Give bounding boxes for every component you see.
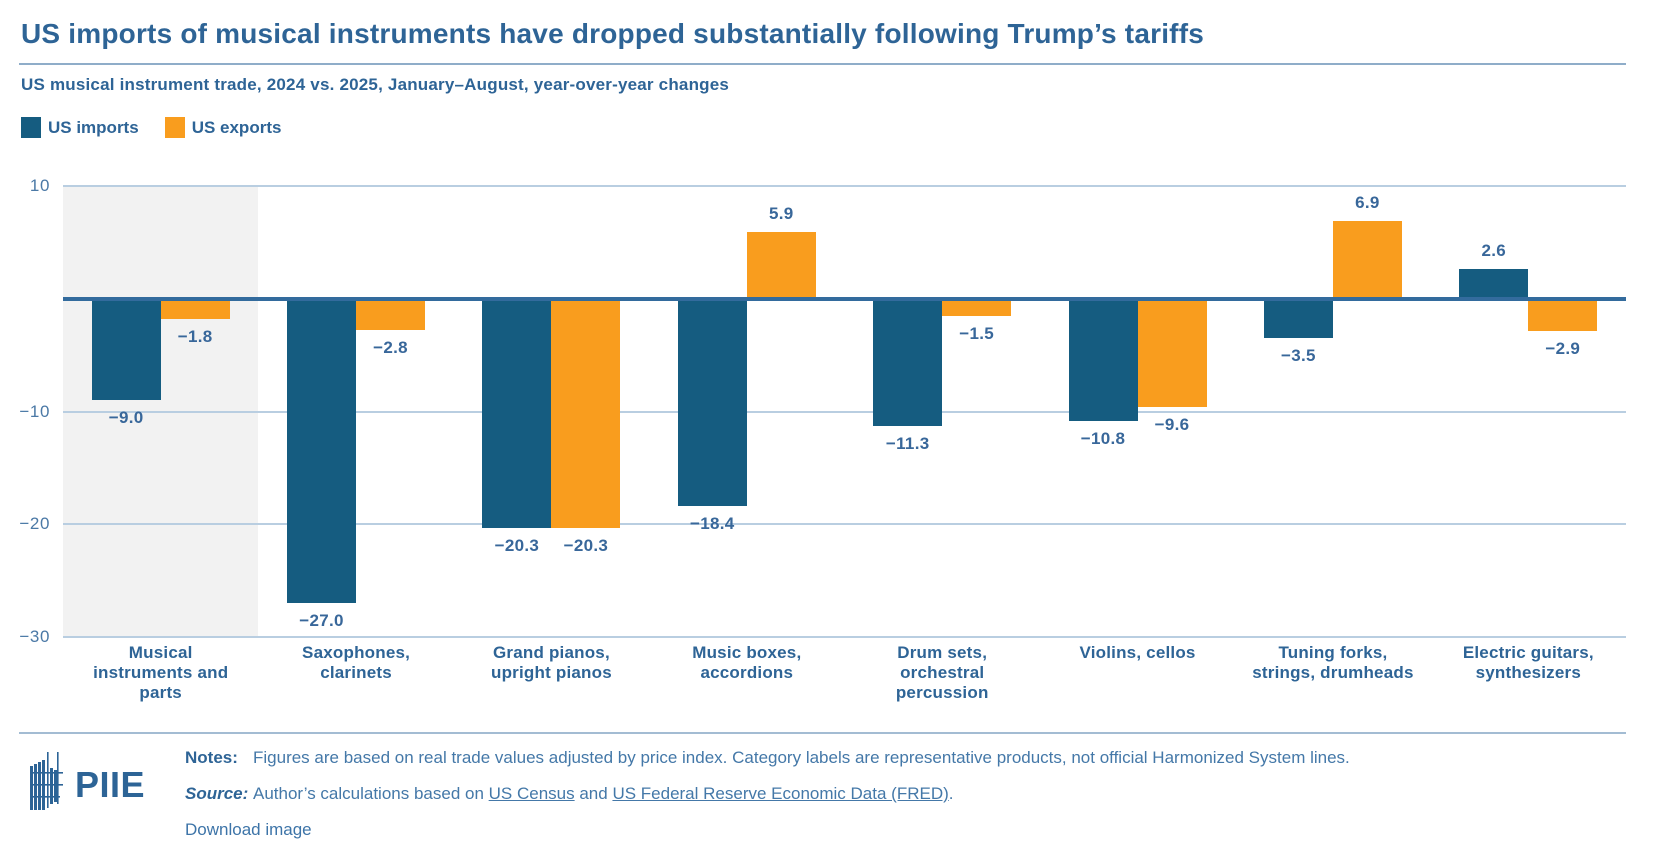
legend-label-imports: US imports: [48, 117, 139, 137]
y-tick-label: −30: [19, 627, 50, 646]
piie-logo: PIIE: [30, 752, 145, 817]
legend-label-exports: US exports: [191, 117, 282, 137]
category-label: Musical instruments and parts: [93, 643, 229, 702]
zero-line: [63, 296, 1626, 301]
category-label: Music boxes, accordions: [692, 643, 802, 682]
bar-us-imports: [482, 298, 552, 528]
plot-area: −9.0 −1.8 −27.0 −2.8 −20.3 −20.3 −18.4 5.9 −11.3…: [63, 185, 1626, 638]
bar-us-exports: [1528, 298, 1598, 332]
source-link-fred[interactable]: US Federal Reserve Economic Data (FRED): [612, 784, 949, 803]
bar-us-imports: [91, 298, 161, 401]
gridline: [63, 636, 1626, 638]
legend-item-exports: US exports: [164, 117, 282, 138]
category-label: Grand pianos, upright pianos: [491, 643, 612, 682]
bar-value-label: −20.3: [563, 535, 609, 555]
notes-row: Notes: Figures are based on real trade v…: [185, 748, 1350, 768]
bar-us-imports: [1263, 298, 1333, 339]
chart-subtitle: US musical instrument trade, 2024 vs. 20…: [21, 75, 730, 94]
category-label: Electric guitars, synthesizers: [1462, 643, 1594, 682]
bar-value-label: −2.9: [1545, 339, 1581, 359]
notes-label: Notes:: [185, 748, 238, 767]
category-label: Tuning forks, strings, drumheads: [1252, 643, 1414, 682]
bar-us-imports: [873, 298, 943, 427]
bar-value-label: 5.9: [769, 204, 794, 224]
footer-divider: [19, 732, 1626, 734]
bar-value-label: −11.3: [885, 434, 930, 454]
bar-us-exports: [746, 232, 816, 299]
legend-item-imports: US imports: [21, 117, 139, 138]
gridline: [63, 410, 1626, 413]
bar-value-label: −1.5: [959, 323, 995, 343]
source-row: Source: Author’s calculations based on U…: [185, 784, 954, 804]
category-label: Drum sets, orchestral percussion: [895, 643, 989, 702]
category-label: Violins, cellos: [1079, 643, 1196, 662]
bar-value-label: −9.0: [108, 408, 144, 428]
piie-logo-icon: [30, 752, 66, 817]
bar-us-exports: [551, 298, 621, 528]
bar-us-exports: [1137, 298, 1207, 407]
chart: −9.0 −1.8 −27.0 −2.8 −20.3 −20.3 −18.4 5.9 −11.3…: [0, 176, 1656, 646]
source-mid: and: [574, 784, 613, 803]
legend: US imports US exports: [21, 117, 281, 138]
legend-swatch-imports: [21, 117, 41, 138]
bar-value-label: −1.8: [177, 327, 213, 347]
bar-us-exports: [1332, 220, 1402, 299]
notes-text: Figures are based on real trade values a…: [253, 748, 1350, 767]
bar-value-label: 6.9: [1355, 192, 1380, 212]
legend-swatch-exports: [164, 117, 185, 138]
source-suffix: .: [948, 784, 954, 803]
piie-logo-text: PIIE: [75, 763, 146, 805]
bar-us-imports: [677, 298, 747, 507]
bar-value-label: −18.4: [690, 514, 735, 534]
bar-value-label: −2.8: [373, 338, 408, 358]
bar-us-exports: [356, 298, 426, 331]
y-tick-label: 10: [29, 176, 50, 195]
bar-value-label: −9.6: [1154, 414, 1190, 434]
bar-value-label: −10.8: [1080, 428, 1126, 448]
bar-us-imports: [287, 298, 357, 604]
source-label: Source:: [185, 784, 249, 803]
download-image-link[interactable]: Download image: [185, 820, 312, 839]
page-title: US imports of musical instruments have d…: [21, 18, 1205, 49]
gridline: [63, 523, 1626, 526]
source-prefix: Author’s calculations based on: [253, 784, 489, 803]
y-tick-label: −20: [19, 514, 50, 534]
bar-us-exports: [942, 298, 1012, 316]
category-label: Saxophones, clarinets: [302, 643, 411, 682]
y-tick-label: −10: [19, 401, 50, 421]
gridline: [63, 185, 1626, 187]
bar-value-label: −20.3: [494, 535, 540, 555]
bar-us-exports: [160, 298, 230, 320]
source-link-census[interactable]: US Census: [488, 784, 575, 803]
bar-us-imports: [1068, 298, 1138, 421]
bar-value-label: −27.0: [299, 611, 344, 631]
bar-us-imports: [1459, 269, 1529, 299]
category-axis: Musical instruments and parts Saxophones,…: [63, 643, 1626, 703]
title-divider: [19, 63, 1626, 65]
source-text: Author’s calculations based on US Census…: [253, 784, 954, 804]
bar-value-label: −3.5: [1281, 346, 1316, 366]
bar-value-label: 2.6: [1481, 241, 1507, 261]
